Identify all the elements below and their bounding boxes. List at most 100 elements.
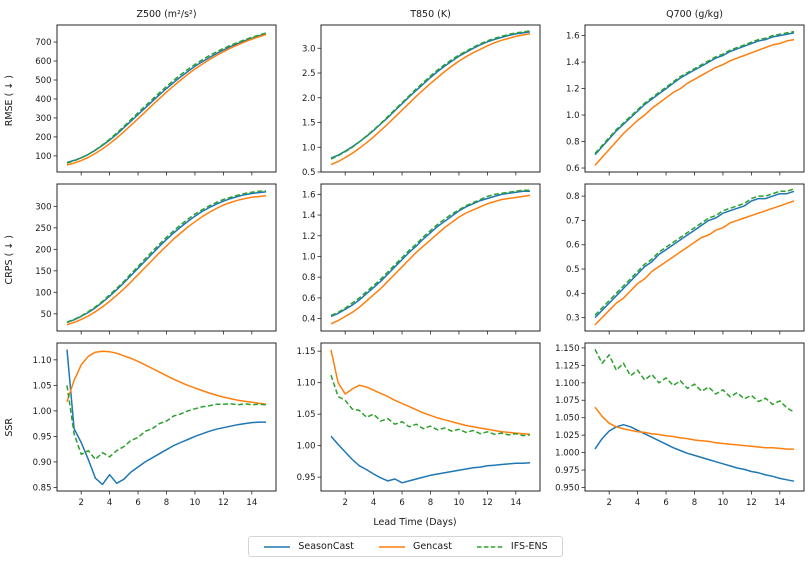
svg-text:250: 250: [35, 224, 51, 234]
svg-text:14: 14: [774, 498, 785, 508]
svg-text:500: 500: [35, 76, 51, 86]
subplot-crps-t850: 0.4 0.6 0.8 1.0 1.2 1.4 1.6: [283, 180, 547, 339]
svg-text:1.6: 1.6: [302, 190, 316, 200]
svg-text:0.3: 0.3: [566, 314, 580, 324]
svg-text:14: 14: [510, 498, 521, 508]
svg-text:10: 10: [190, 498, 201, 508]
svg-text:1.0: 1.0: [302, 252, 316, 262]
rmse-row-label-cell: RMSE ( ↓ ): [0, 21, 19, 180]
svg-text:4: 4: [635, 498, 640, 508]
subplot-crps-z500: 50 100 150 200 250 300: [19, 180, 283, 339]
subplot-ssr-t850: 0.95 1.00 1.05 1.10 1.15 2 4 6 8 10 12 14: [283, 339, 547, 516]
legend: SeasonCast Gencast IFS-ENS: [248, 536, 563, 557]
y-axis-label-ssr: SSR: [4, 418, 15, 437]
svg-text:1.4: 1.4: [302, 211, 316, 221]
svg-text:2: 2: [606, 498, 611, 508]
legend-row: SeasonCast Gencast IFS-ENS: [0, 536, 811, 564]
chart-canvas: 100 200 300 400 500 600 700: [35, 24, 277, 176]
svg-text:0.6: 0.6: [566, 241, 580, 251]
crps-row-label-cell: CRPS ( ↓ ): [0, 180, 19, 339]
svg-text:0.8: 0.8: [302, 273, 316, 283]
chart-canvas: 0.5 1.0 1.5 2.0 2.5 3.0: [302, 24, 541, 178]
svg-text:2: 2: [342, 498, 347, 508]
svg-text:1.00: 1.00: [33, 407, 52, 417]
legend-label-ifs-ens: IFS-ENS: [510, 541, 548, 552]
svg-text:200: 200: [35, 133, 51, 143]
svg-text:0.5: 0.5: [302, 168, 316, 178]
svg-text:600: 600: [35, 57, 51, 67]
column-title-q700: Q700 (g/kg): [666, 9, 723, 20]
subplot-ssr-z500: 0.85 0.90 0.95 1.00 1.05 1.10 2 4 6 8 10 12 14: [19, 339, 283, 516]
svg-text:0.5: 0.5: [566, 265, 580, 275]
svg-text:1.4: 1.4: [566, 58, 580, 68]
svg-text:1.00: 1.00: [297, 442, 316, 452]
svg-text:1.050: 1.050: [555, 414, 579, 424]
svg-text:10: 10: [454, 498, 465, 508]
svg-text:1.100: 1.100: [555, 379, 579, 389]
svg-text:1.125: 1.125: [555, 361, 579, 371]
legend-label-seasoncast: SeasonCast: [298, 541, 354, 552]
svg-text:1.10: 1.10: [33, 356, 52, 366]
svg-text:1.025: 1.025: [555, 431, 579, 441]
subplot-rmse-t850: 0.5 1.0 1.5 2.0 2.5 3.0: [283, 21, 547, 180]
svg-text:6: 6: [663, 498, 668, 508]
svg-text:0.975: 0.975: [555, 466, 579, 476]
svg-text:1.000: 1.000: [555, 449, 579, 459]
svg-text:8: 8: [692, 498, 697, 508]
subplot-crps-q700: 0.3 0.4 0.5 0.6 0.7 0.8: [547, 180, 811, 339]
svg-text:2: 2: [78, 498, 83, 508]
column-title-z500: Z500 (m²/s²): [136, 9, 197, 20]
svg-text:14: 14: [246, 498, 257, 508]
svg-text:10: 10: [718, 498, 729, 508]
svg-text:2.0: 2.0: [302, 94, 316, 104]
svg-text:300: 300: [35, 202, 51, 212]
svg-text:0.8: 0.8: [566, 192, 580, 202]
y-axis-label-crps: CRPS ( ↓ ): [4, 234, 15, 285]
svg-text:0.95: 0.95: [297, 473, 316, 483]
ifs-ens-line-sample-icon: [476, 545, 503, 548]
chart-canvas: 0.4 0.6 0.8 1.0 1.2 1.4 1.6: [302, 183, 541, 335]
svg-text:400: 400: [35, 95, 51, 105]
svg-text:0.8: 0.8: [566, 138, 580, 148]
legend-label-gencast: Gencast: [412, 541, 452, 552]
legend-item-gencast: Gencast: [378, 541, 452, 552]
subplot-rmse-z500: 100 200 300 400 500 600 700: [19, 21, 283, 180]
svg-text:200: 200: [35, 245, 51, 255]
legend-item-seasoncast: SeasonCast: [263, 541, 354, 552]
chart-canvas: 0.3 0.4 0.5 0.6 0.7 0.8: [566, 183, 805, 335]
chart-canvas: 0.95 1.00 1.05 1.10 1.15 2 4 6 8 10 12 14: [297, 342, 541, 508]
x-axis-label-row: Lead Time (Days): [0, 517, 811, 532]
svg-text:1.150: 1.150: [555, 344, 579, 354]
svg-text:0.7: 0.7: [566, 216, 580, 226]
svg-text:0.4: 0.4: [302, 315, 316, 325]
chart-canvas: 0.85 0.90 0.95 1.00 1.05 1.10 2 4 6 8 10 12 14: [33, 342, 277, 508]
legend-item-ifs-ens: IFS-ENS: [476, 541, 548, 552]
svg-text:1.075: 1.075: [555, 396, 579, 406]
svg-text:0.6: 0.6: [302, 294, 316, 304]
svg-text:2.5: 2.5: [302, 69, 316, 79]
svg-text:12: 12: [746, 498, 757, 508]
chart-canvas: 50 100 150 200 250 300: [35, 183, 277, 335]
gencast-line-sample-icon: [378, 545, 405, 548]
svg-text:3.0: 3.0: [302, 44, 316, 54]
svg-text:150: 150: [35, 267, 51, 277]
svg-text:8: 8: [164, 498, 169, 508]
svg-text:0.4: 0.4: [566, 289, 580, 299]
svg-text:1.0: 1.0: [566, 111, 580, 121]
svg-text:0.95: 0.95: [33, 432, 52, 442]
svg-text:12: 12: [218, 498, 229, 508]
svg-text:1.10: 1.10: [297, 379, 316, 389]
ssr-row-label-cell: SSR: [0, 339, 19, 516]
subplot-ssr-q700: 0.950 0.975 1.000 1.025 1.050 1.075 1.100 1.125…: [547, 339, 811, 516]
chart-canvas: 0.6 0.8 1.0 1.2 1.4 1.6: [566, 24, 805, 176]
svg-text:12: 12: [482, 498, 493, 508]
svg-text:100: 100: [35, 152, 51, 162]
svg-text:0.950: 0.950: [555, 484, 579, 494]
seasoncast-line-sample-icon: [264, 545, 291, 548]
svg-text:0.90: 0.90: [33, 458, 52, 468]
svg-text:700: 700: [35, 38, 51, 48]
svg-text:1.0: 1.0: [302, 143, 316, 153]
svg-text:0.85: 0.85: [33, 483, 52, 493]
svg-text:1.5: 1.5: [302, 119, 316, 129]
